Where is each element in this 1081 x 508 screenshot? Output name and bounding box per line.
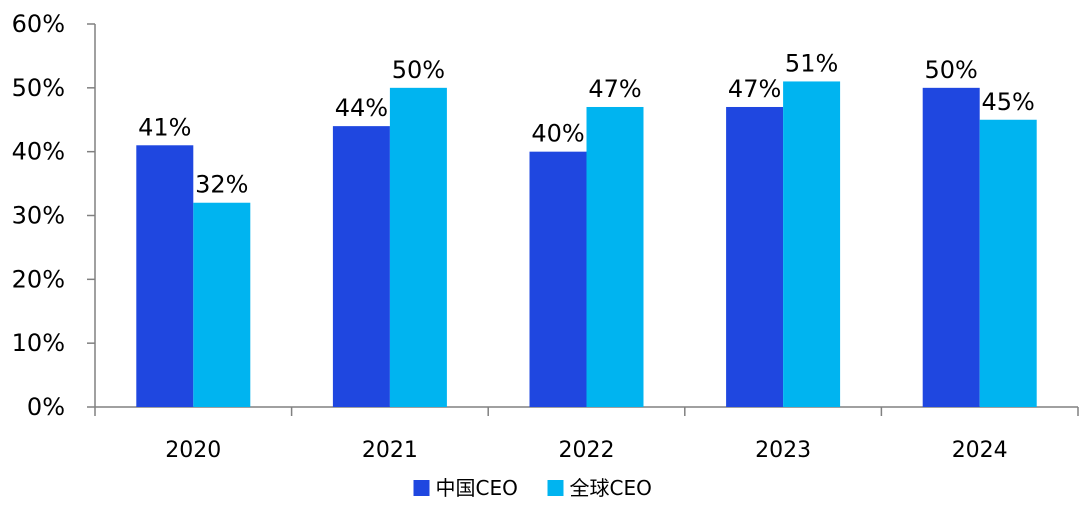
bar [193, 202, 251, 407]
data-label: 50% [392, 56, 445, 84]
legend-swatch [413, 480, 430, 496]
data-labels: 41%32%44%50%40%47% 47%51% 50%45% [138, 49, 1035, 198]
data-label: 51% [785, 49, 838, 77]
legend-label: 中国CEO [436, 476, 518, 500]
bar [783, 81, 841, 407]
x-tick-label: 2023 [755, 438, 811, 463]
bar [586, 106, 644, 407]
bar [922, 87, 980, 407]
bar [389, 87, 447, 407]
y-tick-label: 20% [12, 265, 65, 293]
data-label: 50% [925, 56, 978, 84]
data-label: 45% [982, 88, 1035, 116]
x-axis: 2020 2021 2022 2023 2024 [94, 406, 1079, 463]
bars [136, 81, 1037, 408]
bar [979, 119, 1037, 407]
data-label: 40% [531, 120, 584, 148]
x-tick-label: 2021 [362, 438, 418, 463]
legend-label: 全球CEO [570, 476, 652, 500]
bar [529, 151, 587, 407]
data-label: 47% [728, 75, 781, 103]
x-tick-label: 2022 [559, 438, 615, 463]
bar [726, 106, 784, 407]
y-tick-label: 30% [12, 202, 65, 230]
x-tick-label: 2020 [165, 438, 221, 463]
y-tick-label: 40% [12, 138, 65, 166]
y-tick-label: 10% [12, 329, 65, 357]
legend-swatch [547, 480, 564, 496]
data-label: 44% [335, 94, 388, 122]
legend: 中国CEO 全球CEO [413, 476, 652, 500]
data-label: 32% [195, 171, 248, 199]
data-label: 47% [588, 75, 641, 103]
bar [136, 145, 194, 408]
x-tick-label: 2024 [952, 438, 1008, 463]
y-tick-label: 60% [12, 10, 65, 38]
y-tick-label: 50% [12, 74, 65, 102]
bar [332, 126, 390, 407]
y-tick-label: 0% [27, 393, 65, 421]
data-label: 41% [138, 113, 191, 141]
y-axis: 0% 10% 20% 30% 40% 50% 60% [12, 10, 96, 421]
